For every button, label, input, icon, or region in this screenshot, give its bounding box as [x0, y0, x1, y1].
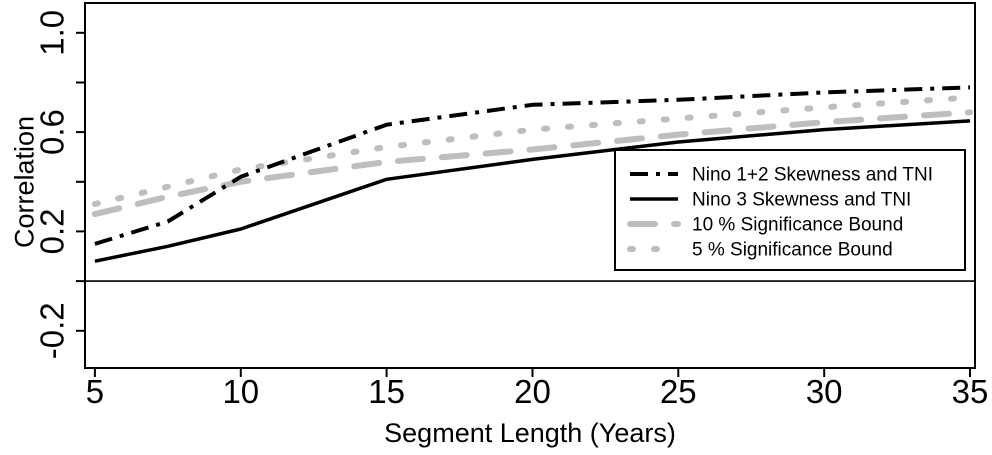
legend-label-sig10: 10 % Significance Bound	[692, 215, 903, 236]
x-tick-label: 20	[514, 373, 551, 410]
x-tick-label: 5	[86, 373, 104, 410]
y-axis-title: Correlation	[9, 116, 39, 248]
x-tick-label: 15	[368, 373, 405, 410]
series-line-nino3	[94, 119, 971, 263]
legend-label-nino3: Nino 3 Skewness and TNI	[692, 190, 911, 211]
plot-border	[84, 2, 976, 369]
y-tick-label: -0.2	[34, 302, 71, 359]
x-tick-label: 35	[952, 373, 989, 410]
y-tick-label: 1.0	[34, 10, 71, 56]
x-axis-tick-labels: 5 10 15 20 25 30 35	[86, 373, 989, 410]
legend-box	[614, 149, 966, 271]
y-axis-tick-labels: 1.0 0.6 0.2 -0.2	[34, 10, 71, 359]
series-line-sig10	[91, 109, 973, 218]
y-tick-label: 0.6	[34, 109, 71, 155]
legend-label-nino12: Nino 1+2 Skewness and TNI	[692, 165, 933, 186]
series-line-nino12	[94, 85, 971, 246]
y-tick-label: 0.2	[34, 208, 71, 254]
y-axis-ticks	[76, 31, 85, 332]
x-tick-label: 25	[660, 373, 697, 410]
data-curves	[91, 85, 973, 263]
legend: Nino 1+2 Skewness and TNI Nino 3 Skewnes…	[614, 149, 966, 271]
x-tick-label: 10	[222, 373, 259, 410]
legend-label-sig5: 5 % Significance Bound	[692, 240, 893, 261]
x-axis-ticks	[93, 368, 971, 377]
x-axis-title: Segment Length (Years)	[384, 418, 676, 448]
x-tick-label: 30	[806, 373, 843, 410]
